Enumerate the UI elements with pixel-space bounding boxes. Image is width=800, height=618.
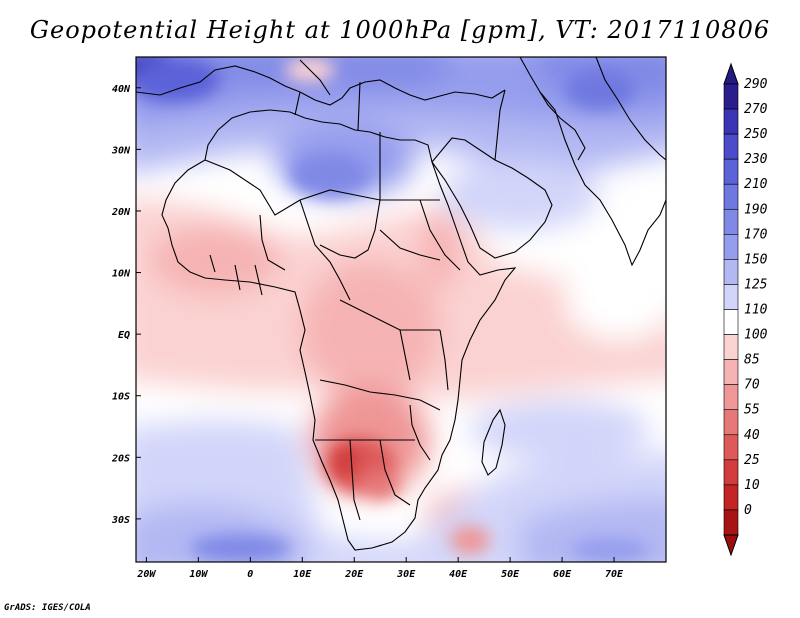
y-axis: 40N 30N 20N 10N EQ 10S 20S 30S <box>111 84 141 526</box>
colorbar-swatch <box>723 484 739 511</box>
colorbar-bottom-arrow <box>723 534 739 557</box>
colorbar-swatch <box>723 158 739 185</box>
x-tick-label: 20E <box>344 569 364 580</box>
x-tick-label: 10E <box>293 569 312 580</box>
x-tick-label: 30E <box>396 569 416 580</box>
colorbar-swatch <box>723 133 739 160</box>
colorbar-level-label: 10 <box>744 478 760 493</box>
colorbar-swatch <box>723 108 739 135</box>
colorbar-level-label: 170 <box>744 227 768 242</box>
colorbar-level-label: 70 <box>744 378 760 393</box>
x-tick-label: 0 <box>247 569 253 580</box>
colorbar-level-label: 110 <box>744 303 768 318</box>
plot-frame <box>135 56 667 563</box>
colorbar-swatch <box>723 284 739 310</box>
colorbar: 2902702502302101901701501251101008570554… <box>723 62 768 557</box>
colorbar-swatch <box>723 509 739 536</box>
colorbar-swatch <box>723 334 739 360</box>
colorbar-level-label: 230 <box>744 152 768 167</box>
colorbar-swatch <box>723 234 739 260</box>
colorbar-swatch <box>723 83 739 110</box>
credit-label: GrADS: IGES/COLA <box>4 603 91 613</box>
colorbar-level-label: 250 <box>744 127 768 142</box>
x-tick-label: 10W <box>189 569 208 580</box>
y-tick-label: 10N <box>112 269 131 280</box>
x-tick-label: 60E <box>553 569 572 580</box>
colorbar-swatch <box>723 208 739 235</box>
colorbar-level-label: 290 <box>744 77 768 92</box>
colorbar-swatch <box>723 434 739 461</box>
colorbar-level-label: 270 <box>744 102 768 117</box>
colorbar-level-label: 0 <box>744 503 752 518</box>
colorbar-level-label: 55 <box>744 403 760 418</box>
colorbar-level-label: 210 <box>744 177 768 192</box>
colorbar-swatch <box>723 359 739 385</box>
colorbar-swatch <box>723 459 739 486</box>
colorbar-level-label: 190 <box>744 202 768 217</box>
colorbar-swatch <box>723 183 739 210</box>
colorbar-swatch <box>723 259 739 285</box>
y-tick-label: 30S <box>111 515 130 526</box>
y-tick-label: 40N <box>112 84 131 95</box>
y-tick-label: EQ <box>118 330 130 341</box>
colorbar-level-label: 25 <box>744 453 760 468</box>
colorbar-swatch <box>723 309 739 335</box>
colorbar-level-label: 150 <box>744 252 768 267</box>
y-tick-label: 20N <box>111 207 131 218</box>
x-axis: 20W 10W 0 10E 20E 30E 40E 50E 60E 70E <box>136 557 624 580</box>
x-tick-label: 70E <box>605 569 624 580</box>
colorbar-level-label: 85 <box>744 353 760 368</box>
colorbar-top-arrow <box>723 62 739 85</box>
height-field <box>136 57 666 562</box>
y-tick-label: 20S <box>111 453 130 464</box>
colorbar-swatch <box>723 409 739 436</box>
y-tick-label: 10S <box>112 392 130 403</box>
x-tick-label: 50E <box>501 569 520 580</box>
chart-title: Geopotential Height at 1000hPa [gpm], VT… <box>29 16 771 44</box>
y-tick-label: 30N <box>111 145 131 156</box>
coastline <box>136 57 666 551</box>
x-tick-label: 40E <box>449 569 468 580</box>
colorbar-level-label: 100 <box>744 328 768 343</box>
x-tick-label: 20W <box>136 569 156 580</box>
colorbar-level-label: 40 <box>744 428 760 443</box>
colorbar-swatch <box>723 384 739 411</box>
colorbar-level-label: 125 <box>744 277 768 292</box>
